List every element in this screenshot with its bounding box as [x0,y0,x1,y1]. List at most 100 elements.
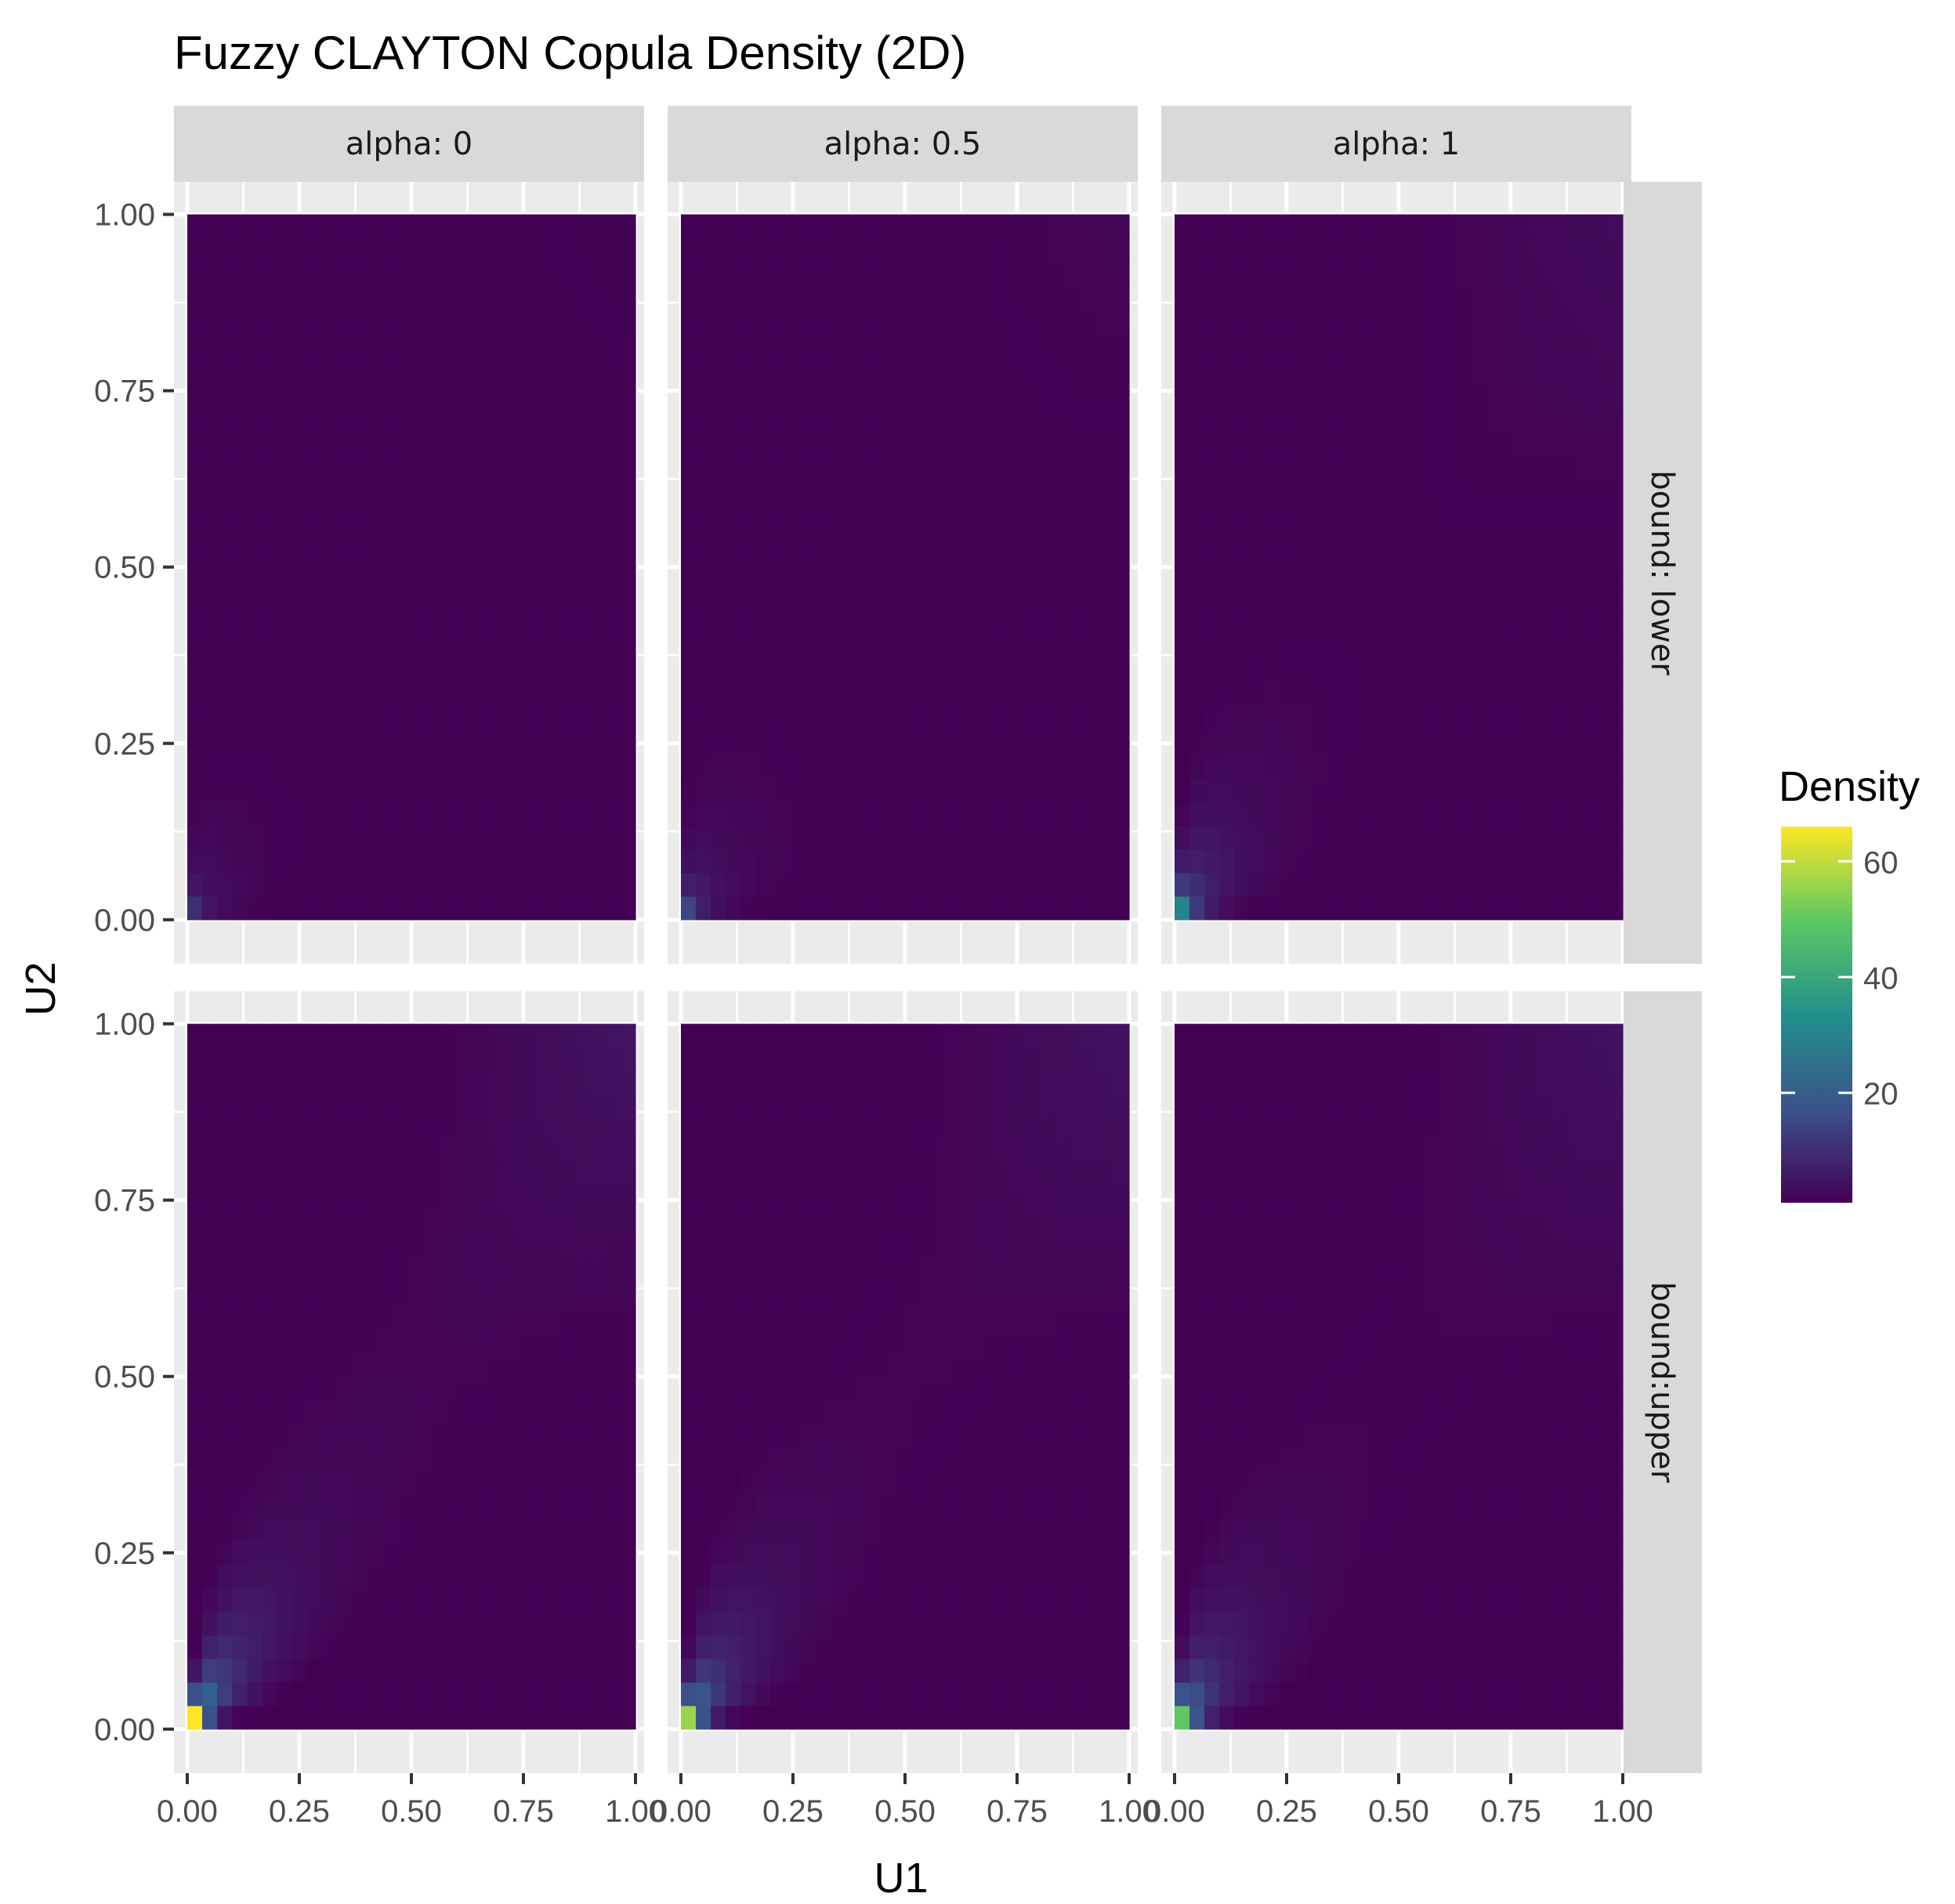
heatmap-tile [262,1564,277,1589]
heatmap-tile [770,802,787,827]
heatmap-tile [486,708,502,733]
heatmap-tile [426,237,442,262]
heatmap-tile [186,1117,203,1142]
heatmap-tile [575,1329,592,1354]
heatmap-tile [262,261,277,286]
heatmap-tile [1024,1141,1041,1166]
heatmap-tile [1054,1235,1070,1260]
heatmap-tile [860,496,876,521]
heatmap-tile [711,1023,726,1048]
heatmap-tile [696,1352,711,1377]
heatmap-tile [277,802,293,827]
heatmap-tile [560,1517,577,1542]
heatmap-tile [441,1235,457,1260]
heatmap-tile [471,684,487,709]
heatmap-tile [696,1235,711,1260]
heatmap-tile [516,1047,532,1072]
heatmap-tile [1054,1399,1070,1424]
heatmap-tile [950,1611,965,1636]
heatmap-tile [620,1446,636,1471]
heatmap-tile [845,731,861,756]
heatmap-tile [726,1587,741,1613]
heatmap-tile [456,731,472,756]
heatmap-tile [530,1211,547,1236]
heatmap-tile [545,1423,562,1448]
heatmap-tile [1113,661,1130,686]
heatmap-tile [920,708,936,733]
heatmap-tile [994,896,1011,921]
heatmap-tile [516,1141,532,1166]
heatmap-tile [186,543,203,568]
heatmap-tile [935,1235,950,1260]
heatmap-tile [1338,1070,1355,1095]
heatmap-tile [336,802,353,827]
heatmap-tile [815,849,831,874]
heatmap-tile [785,1305,802,1330]
heatmap-tile [815,1658,831,1683]
heatmap-tile [605,896,621,921]
heatmap-tile [202,1399,218,1424]
heatmap-tile [1174,214,1190,239]
heatmap-tile [770,1329,787,1354]
heatmap-tile [935,731,950,756]
heatmap-tile [217,1305,233,1330]
heatmap-tile [1099,778,1115,803]
heatmap-tile [1249,378,1265,404]
heatmap-tile [905,872,921,897]
heatmap-tile [1414,472,1429,498]
heatmap-tile [516,1493,532,1518]
heatmap-tile [1024,519,1041,545]
heatmap-tile [530,1446,547,1471]
heatmap-tile [1174,449,1190,474]
heatmap-tile [1219,1564,1235,1589]
heatmap-tile [486,425,502,451]
heatmap-tile [770,778,787,803]
heatmap-tile [1234,261,1250,286]
heatmap-tile [696,1634,711,1660]
heatmap-tile [785,708,802,733]
heatmap-tile [186,1517,203,1542]
heatmap-tile [770,519,787,545]
heatmap-tile [815,661,831,686]
heatmap-tile [1548,261,1564,286]
heatmap-tile [1099,1611,1115,1636]
heatmap-tile [830,1705,846,1730]
heatmap-tile [1189,825,1205,850]
heatmap-tile [1024,331,1041,357]
heatmap-tile [1249,778,1265,803]
heatmap-tile [336,614,353,639]
heatmap-tile [247,1611,262,1636]
heatmap-tile [366,661,382,686]
heatmap-tile [1443,402,1459,427]
heatmap-tile [1009,519,1026,545]
heatmap-tile [620,1070,636,1095]
heatmap-tile [426,1423,442,1448]
heatmap-tile [1368,802,1385,827]
heatmap-tile [1458,755,1474,780]
heatmap-tile [1503,284,1519,309]
heatmap-tile [336,1047,353,1072]
heatmap-tile [1249,896,1265,921]
heatmap-tile [575,1634,592,1660]
heatmap-tile [711,449,726,474]
heatmap-tile [874,1235,891,1260]
heatmap-tile [486,1376,502,1401]
heatmap-tile [1309,1164,1325,1189]
heatmap-tile [1039,1094,1055,1119]
heatmap-tile [905,449,921,474]
heatmap-tile [1309,872,1325,897]
heatmap-tile [277,1141,293,1166]
heatmap-tile [291,214,308,239]
heatmap-tile [1189,1681,1205,1707]
heatmap-tile [202,1282,218,1307]
heatmap-tile [471,214,487,239]
heatmap-tile [1024,1117,1041,1142]
heatmap-tile [471,1070,487,1095]
heatmap-tile [680,802,697,827]
heatmap-tile [845,355,861,380]
heatmap-tile [381,590,397,615]
heatmap-tile [994,1540,1011,1566]
heatmap-tile [411,1423,427,1448]
heatmap-tile [291,1611,308,1636]
heatmap-tile [381,402,397,427]
